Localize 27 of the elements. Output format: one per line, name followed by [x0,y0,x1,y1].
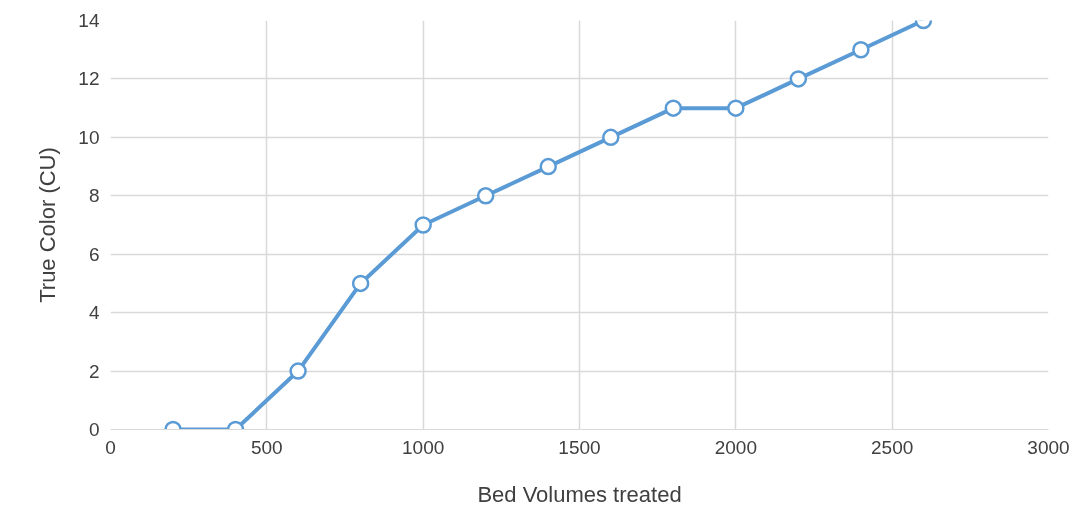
point [476,187,495,205]
y-axis-title: True Color (CU) [35,147,61,303]
y-tick-label: 10 [78,126,100,148]
point [414,216,432,234]
y-tick-label: 2 [88,360,100,382]
x-axis-title: Bed Volumes treated [477,481,682,507]
point [289,362,307,380]
y-tick-label: 4 [88,302,100,324]
point [602,128,620,147]
x-tick-label: 1000 [402,436,445,458]
y-tick-label: 8 [88,185,100,207]
y-tick-label: 6 [88,243,100,265]
x-tick-label: 2500 [871,436,914,458]
point [727,99,745,117]
point [789,70,808,88]
y-tick-label: 14 [78,10,100,31]
point [351,274,370,293]
y-tick-label: 0 [88,419,100,440]
y-tick-label: 12 [78,68,100,90]
x-tick-label: 500 [250,436,283,458]
point [539,157,557,176]
x-tick-label: 1500 [558,436,601,458]
x-tick-label: 0 [105,436,116,458]
x-tick-label: 3000 [1027,436,1070,458]
point [852,40,870,59]
point [664,99,683,117]
x-tick-label: 2000 [714,436,757,458]
